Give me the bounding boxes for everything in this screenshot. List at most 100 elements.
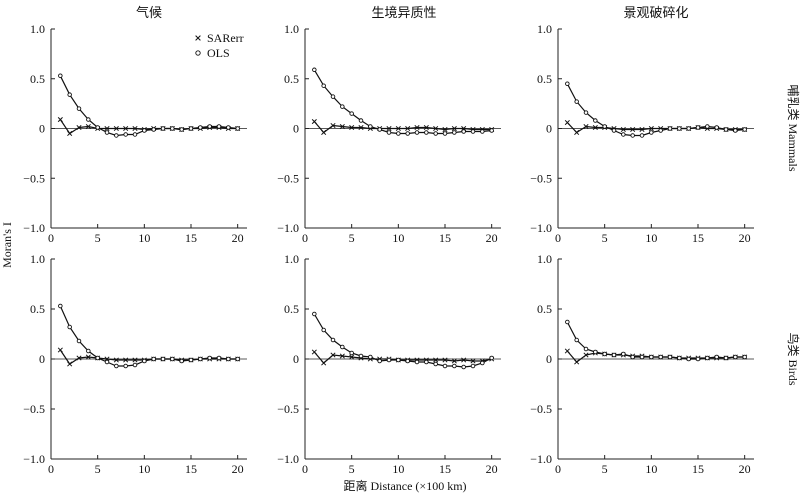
point-ols	[349, 111, 354, 116]
legend-label-sarerr: SARerr	[207, 31, 244, 45]
panels: −1.0−0.500.51.00 5 10 15 20−1.0−0.500.51.00 5…	[23, 22, 754, 476]
point-ols	[405, 131, 410, 136]
point-ols	[630, 133, 635, 138]
y-tick-label: 0	[39, 352, 45, 366]
y-tick-label: −1.0	[530, 452, 552, 466]
y-tick-label: −0.5	[530, 171, 552, 185]
point-sarerr-stroke2	[451, 358, 457, 364]
x-tick-label: 5	[602, 231, 608, 245]
point-ols	[621, 351, 626, 357]
legend-marker-o	[195, 50, 201, 56]
panel-5: −1.0 −0.5 0 0.5 1.0 0 5 10 15 20	[277, 252, 501, 476]
point-ols	[95, 125, 100, 130]
y-tick-label: −0.5	[277, 171, 299, 185]
point-sarerr-stroke2	[339, 353, 345, 359]
point-ols	[86, 117, 91, 122]
x-tick-label: 5	[602, 462, 608, 476]
y-tick-label: 0.5	[30, 72, 45, 86]
x-tick-label: 5	[349, 231, 355, 245]
point-ols	[667, 354, 673, 360]
row-label-mammals: 哺乳类 Mammals	[786, 85, 800, 172]
point-sarerr-stroke2	[583, 123, 589, 130]
x-tick-label: 20	[232, 462, 244, 476]
point-sarerr-stroke2	[113, 125, 119, 132]
point-ols	[198, 125, 203, 130]
point-ols	[330, 94, 336, 99]
point-ols	[695, 356, 701, 362]
y-tick-label: 0	[546, 352, 552, 366]
panel-2: −1.0 −0.5 0 0.5 1.0 0 5 10 15 20	[277, 22, 501, 245]
point-ols	[198, 356, 203, 362]
point-sarerr-stroke2	[592, 124, 598, 131]
point-ols	[470, 363, 476, 369]
legend-marker-sarerr-stroke2	[195, 35, 201, 41]
point-sarerr-stroke2	[564, 348, 570, 354]
point-ols	[386, 357, 392, 363]
point-ols	[377, 358, 382, 364]
point-ols	[358, 353, 364, 359]
y-axis-title: Moran's I	[0, 222, 14, 268]
point-ols	[132, 132, 138, 137]
point-ols	[742, 127, 747, 132]
point-ols	[114, 363, 119, 369]
x-tick-label: 10	[392, 462, 404, 476]
y-tick-label: −1.0	[23, 452, 45, 466]
x-tick-label: 15	[692, 462, 704, 476]
legend-label-ols: OLS	[207, 46, 230, 60]
y-tick-label: −1.0	[277, 221, 299, 235]
point-sarerr-stroke2	[123, 357, 129, 363]
point-sarerr-stroke2	[67, 130, 73, 137]
y-tick-label: 0.5	[30, 302, 45, 316]
point-ols	[396, 357, 401, 363]
x-tick-label: 10	[138, 231, 150, 245]
point-ols	[170, 126, 175, 131]
x-tick-label: 15	[185, 462, 197, 476]
x-tick-label: 15	[439, 462, 451, 476]
point-ols	[151, 356, 156, 362]
panel-6: −1.0 −0.5 0 0.5 1.0 0 5 10 15 20	[530, 252, 754, 476]
point-ols	[160, 126, 166, 131]
point-ols	[321, 83, 326, 88]
series-line-sarerr	[313, 121, 492, 134]
point-ols	[216, 124, 222, 129]
point-ols	[405, 358, 410, 364]
point-ols	[489, 128, 494, 133]
legend-marker-x	[195, 35, 201, 41]
point-sarerr-stroke2	[574, 129, 580, 136]
point-sarerr-stroke2	[461, 357, 467, 363]
y-tick-label: 0	[546, 122, 552, 136]
point-ols	[705, 124, 710, 129]
point-ols	[142, 128, 147, 133]
col-title-habitat: 生境异质性	[371, 5, 436, 20]
point-sarerr-stroke2	[423, 124, 429, 131]
point-sarerr-stroke2	[123, 125, 129, 132]
point-ols	[188, 357, 194, 363]
point-ols	[123, 132, 128, 137]
y-tick-label: 0.5	[284, 72, 299, 86]
point-sarerr-stroke2	[321, 129, 327, 136]
point-sarerr-stroke2	[395, 125, 401, 132]
point-ols	[695, 125, 701, 130]
x-tick-label: 0	[48, 462, 54, 476]
point-sarerr-stroke2	[57, 116, 63, 123]
point-ols	[414, 130, 420, 135]
point-ols	[677, 126, 682, 131]
point-ols	[114, 133, 119, 138]
legend: SARerr OLS	[195, 31, 244, 60]
point-sarerr-stroke2	[574, 359, 580, 365]
point-ols	[123, 363, 128, 369]
point-sarerr-stroke2	[57, 347, 63, 353]
y-tick-label: 0	[293, 352, 299, 366]
point-sarerr-stroke2	[405, 125, 411, 132]
y-tick-label: −0.5	[23, 171, 45, 185]
point-ols	[649, 130, 654, 135]
x-tick-label: 0	[48, 231, 54, 245]
point-ols	[602, 124, 607, 129]
x-tick-label: 20	[232, 231, 244, 245]
point-sarerr-stroke2	[321, 360, 327, 366]
legend-item-sarerr: SARerr	[195, 31, 244, 45]
y-tick-label: 0	[293, 122, 299, 136]
point-sarerr-stroke2	[76, 355, 82, 361]
point-ols	[170, 356, 175, 362]
y-tick-label: 1.0	[30, 252, 45, 266]
